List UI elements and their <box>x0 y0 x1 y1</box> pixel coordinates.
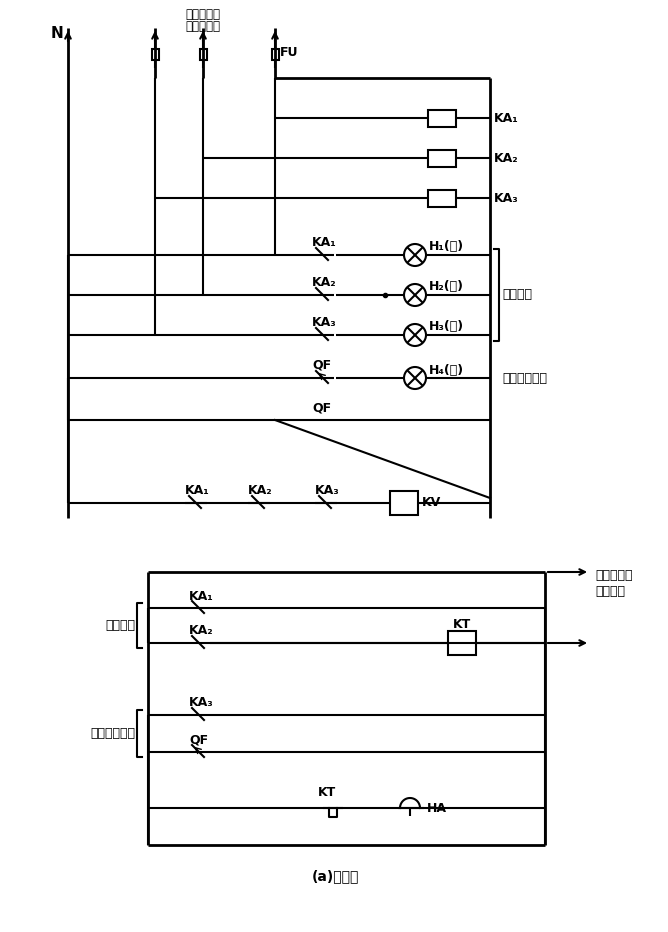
Text: 路器出线端: 路器出线端 <box>186 20 220 33</box>
Bar <box>390 491 418 515</box>
Text: KA₃: KA₃ <box>315 484 340 497</box>
Text: 去低压总断: 去低压总断 <box>186 8 220 21</box>
Text: KA₃: KA₃ <box>494 191 519 204</box>
Text: KA₃: KA₃ <box>189 696 214 709</box>
Text: N: N <box>50 25 63 40</box>
Circle shape <box>404 244 426 266</box>
Text: KA₂: KA₂ <box>189 624 214 637</box>
Text: KA₂: KA₂ <box>248 484 273 497</box>
Bar <box>200 48 206 60</box>
Text: KT: KT <box>318 787 336 800</box>
Bar <box>428 150 456 167</box>
Circle shape <box>404 367 426 389</box>
Text: FU: FU <box>280 46 299 59</box>
Text: KA₁: KA₁ <box>189 590 214 602</box>
Text: KA₁: KA₁ <box>312 236 337 249</box>
Text: H₂(黄): H₂(黄) <box>429 281 464 294</box>
Circle shape <box>404 284 426 306</box>
Bar <box>448 631 476 655</box>
Text: 事故跳闸报警: 事故跳闸报警 <box>90 727 135 740</box>
Text: 事故跳闸指示: 事故跳闸指示 <box>502 372 547 385</box>
Bar <box>271 48 279 60</box>
Text: QF: QF <box>189 733 208 747</box>
Bar <box>428 110 456 127</box>
Text: KA₃: KA₃ <box>312 316 337 328</box>
Text: KA₂: KA₂ <box>312 276 337 289</box>
Text: H₄(红): H₄(红) <box>429 363 464 377</box>
Bar <box>428 190 456 207</box>
Text: HA: HA <box>427 802 447 815</box>
Text: H₃(绿): H₃(绿) <box>429 321 464 334</box>
Text: 缺相指示: 缺相指示 <box>502 289 532 301</box>
Text: KA₁: KA₁ <box>494 112 519 125</box>
Text: H₁(蓝): H₁(蓝) <box>429 240 464 254</box>
Text: (a)电路一: (a)电路一 <box>311 869 359 883</box>
Circle shape <box>404 324 426 346</box>
Text: KV: KV <box>422 497 442 510</box>
Text: QF: QF <box>312 402 331 415</box>
Text: 接备用电源: 接备用电源 <box>595 569 633 582</box>
Text: 或蓄电池: 或蓄电池 <box>595 585 625 598</box>
Text: QF: QF <box>312 359 331 372</box>
Text: KT: KT <box>453 619 471 632</box>
Text: KA₂: KA₂ <box>494 152 518 165</box>
Text: 缺相报警: 缺相报警 <box>105 619 135 632</box>
Bar <box>152 48 158 60</box>
Text: KA₁: KA₁ <box>185 484 210 497</box>
